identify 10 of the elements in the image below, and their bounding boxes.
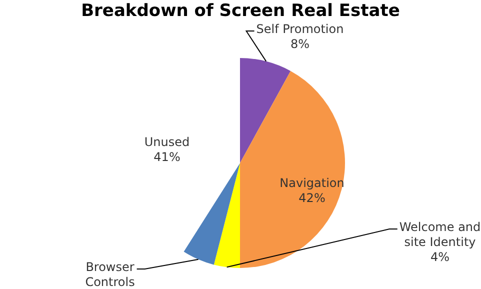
data-label: 8% — [290, 37, 310, 52]
data-label: 4% — [430, 250, 450, 264]
slice-label: Welcome and site Identity — [399, 220, 481, 250]
data-label: 41% — [154, 150, 180, 164]
slice-label: Self Promotion — [256, 22, 344, 36]
slice-label: Unused — [144, 135, 190, 150]
data-label: 42% — [298, 191, 326, 206]
slice-label: Navigation — [280, 176, 344, 190]
slice-label: Browser Controls — [85, 260, 135, 289]
chart-title: Breakdown of Screen Real Estate — [80, 1, 401, 21]
